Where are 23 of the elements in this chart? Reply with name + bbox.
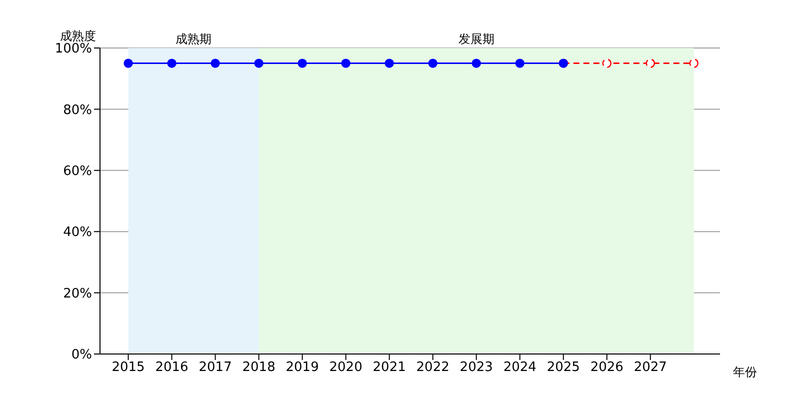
- x-tick-label: 2021: [372, 360, 406, 376]
- x-tick-label: 2018: [242, 360, 276, 376]
- y-tick-label: 20%: [63, 286, 92, 302]
- x-axis-title: 年份: [733, 364, 757, 381]
- x-tick-label: 2023: [460, 360, 493, 376]
- x-tick-label: 2026: [590, 360, 624, 376]
- y-tick-label: 80%: [63, 102, 92, 118]
- x-tick-label: 2017: [198, 360, 232, 376]
- y-tick-label: 0%: [71, 348, 92, 363]
- x-tick-label: 2022: [416, 360, 450, 376]
- band-label: 成熟期: [176, 32, 212, 46]
- y-axis-title: 成熟度: [60, 28, 96, 43]
- x-tick-label: 2019: [286, 360, 319, 376]
- y-tick-label: 100%: [54, 42, 92, 57]
- band-label: 发展期: [458, 32, 494, 46]
- x-tick-label: 2027: [634, 360, 667, 376]
- x-tick-label: 2016: [155, 360, 188, 376]
- x-tick-label: 2025: [546, 360, 580, 376]
- y-tick-label: 40%: [63, 225, 92, 240]
- y-tick-label: 60%: [63, 164, 92, 180]
- x-tick-label: 2020: [329, 360, 362, 376]
- x-tick-label: 2015: [112, 360, 145, 376]
- x-tick-label: 2024: [503, 360, 536, 376]
